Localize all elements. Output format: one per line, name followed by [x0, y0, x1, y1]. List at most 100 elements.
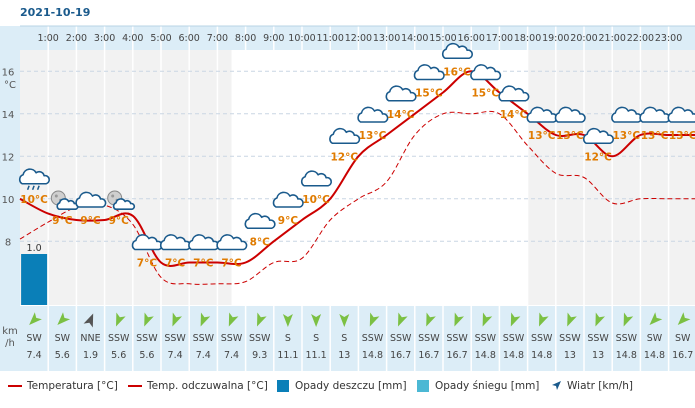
precip-label: 1.0 [27, 243, 42, 254]
wind-speed: 14.8 [475, 350, 496, 361]
wind-speed: 5.6 [139, 350, 154, 361]
wind-speed: 16.7 [390, 350, 411, 361]
cloud-icon [244, 212, 276, 230]
wind-arrow-icon [228, 312, 239, 327]
cloud-icon [470, 64, 502, 81]
wind-direction: SSW [503, 333, 525, 344]
hour-label: 7:00 [207, 33, 228, 44]
temp-label: 13°C [613, 130, 641, 142]
wind-arrow-icon [29, 312, 42, 325]
wind-speed: 13 [564, 350, 576, 361]
wind-arrow-icon [398, 312, 408, 327]
wind-speed: 1.9 [83, 350, 98, 361]
wind-arrow-icon [257, 312, 267, 327]
y-tick-label: 8 [5, 237, 11, 248]
wind-arrow-icon [282, 314, 293, 327]
wind-direction: SSW [559, 333, 581, 344]
hour-label: 22:00 [627, 33, 654, 44]
legend-rain-swatch [277, 380, 289, 392]
cloud-icon [300, 170, 332, 187]
temp-label: 13°C [556, 130, 584, 142]
cloud-icon [216, 234, 248, 251]
wind-arrow-icon [57, 312, 71, 325]
legend-rain-label: Opady deszczu [mm] [295, 380, 407, 392]
y-axis-ticks: 8 10 12 14 16 [2, 67, 15, 248]
cloud-icon [554, 106, 586, 123]
y-tick-label: 12 [2, 152, 15, 163]
wind-speed: 7.4 [224, 350, 239, 361]
precipitation-bars: 1.0 [21, 243, 48, 305]
wind-arrow-icon [595, 312, 606, 327]
wind-arrow-icon [116, 312, 126, 327]
temp-label: 7°C [165, 258, 186, 270]
wind-speed: 7.4 [27, 350, 42, 361]
temp-label: 12°C [331, 151, 359, 163]
wind-arrow-icon [311, 314, 322, 327]
wind-arrow-icon [426, 312, 436, 327]
temp-label: 15°C [415, 88, 443, 100]
wind-direction: SSW [193, 333, 215, 344]
temp-label: 13°C [359, 130, 387, 142]
temp-label: 9°C [52, 215, 73, 227]
legend-feels-like: Temp. odczuwalna [°C] [128, 377, 268, 395]
wind-arrow-icon [172, 312, 183, 327]
wind-axis-unit-h: /h [5, 338, 15, 349]
legend-wind: Wiatr [km/h] [550, 377, 633, 395]
temp-label: 15°C [472, 88, 500, 100]
wind-arrow-icon [510, 312, 521, 327]
hour-label: 19:00 [542, 33, 569, 44]
wind-row: SW7.4SW5.6NNE1.9SSW5.6SSW5.6SSW7.4SSW7.4… [26, 312, 693, 361]
wind-arrow-icon [83, 313, 94, 328]
legend-snow-label: Opady śniegu [mm] [435, 380, 540, 392]
wind-speed: 16.7 [672, 350, 693, 361]
cloud-icon [667, 106, 695, 123]
temp-axis-unit: °C [4, 80, 16, 91]
legend-temperature: Temperatura [°C] [8, 377, 118, 395]
legend-rain: Opady deszczu [mm] [277, 377, 407, 395]
cloud-icon [413, 64, 445, 81]
partly-cloudy-night-icon [50, 190, 79, 210]
wind-arrow-icon [649, 312, 663, 325]
wind-direction: NNE [80, 333, 100, 344]
hour-label: 12:00 [345, 33, 372, 44]
wind-speed: 13 [338, 350, 350, 361]
partly-cloudy-night-icon [107, 190, 136, 210]
wind-direction: SSW [446, 333, 468, 344]
cloud-icon [272, 191, 304, 208]
temp-label: 13°C [528, 130, 556, 142]
y-tick-label: 14 [2, 110, 15, 121]
wind-speed: 5.6 [55, 350, 70, 361]
wind-direction: S [313, 333, 319, 344]
temp-label: 13°C [641, 130, 669, 142]
wind-direction: SW [26, 333, 42, 344]
wind-direction: S [285, 333, 291, 344]
temperature-lines [19, 70, 695, 285]
wind-direction: SSW [136, 333, 158, 344]
wind-speed: 14.8 [616, 350, 637, 361]
precip-bar [21, 254, 48, 305]
wind-speed: 9.3 [252, 350, 267, 361]
wind-speed: 11.1 [277, 350, 298, 361]
wind-arrow-icon [339, 314, 350, 327]
wind-speed: 16.7 [447, 350, 468, 361]
wind-direction: SSW [362, 333, 384, 344]
hour-label: 14:00 [401, 33, 428, 44]
legend-snow-swatch [417, 380, 429, 392]
wind-arrow-icon [677, 312, 691, 325]
wind-direction: SSW [390, 333, 412, 344]
wind-speed: 14.8 [531, 350, 552, 361]
hour-label: 2:00 [66, 33, 87, 44]
legend-snow: Opady śniegu [mm] [417, 377, 539, 395]
y-axis-panel [0, 26, 20, 371]
wind-direction: SSW [475, 333, 497, 344]
legend-temperature-swatch [8, 385, 22, 387]
temp-label: 10°C [302, 194, 330, 206]
cloud-icon [75, 191, 107, 208]
wind-direction: SSW [249, 333, 271, 344]
wind-speed: 14.8 [503, 350, 524, 361]
hour-label: 8:00 [235, 33, 256, 44]
temp-label: 7°C [193, 258, 214, 270]
wind-direction: SSW [531, 333, 553, 344]
wind-direction: SW [675, 333, 691, 344]
legend-wind-label: Wiatr [km/h] [567, 380, 633, 392]
